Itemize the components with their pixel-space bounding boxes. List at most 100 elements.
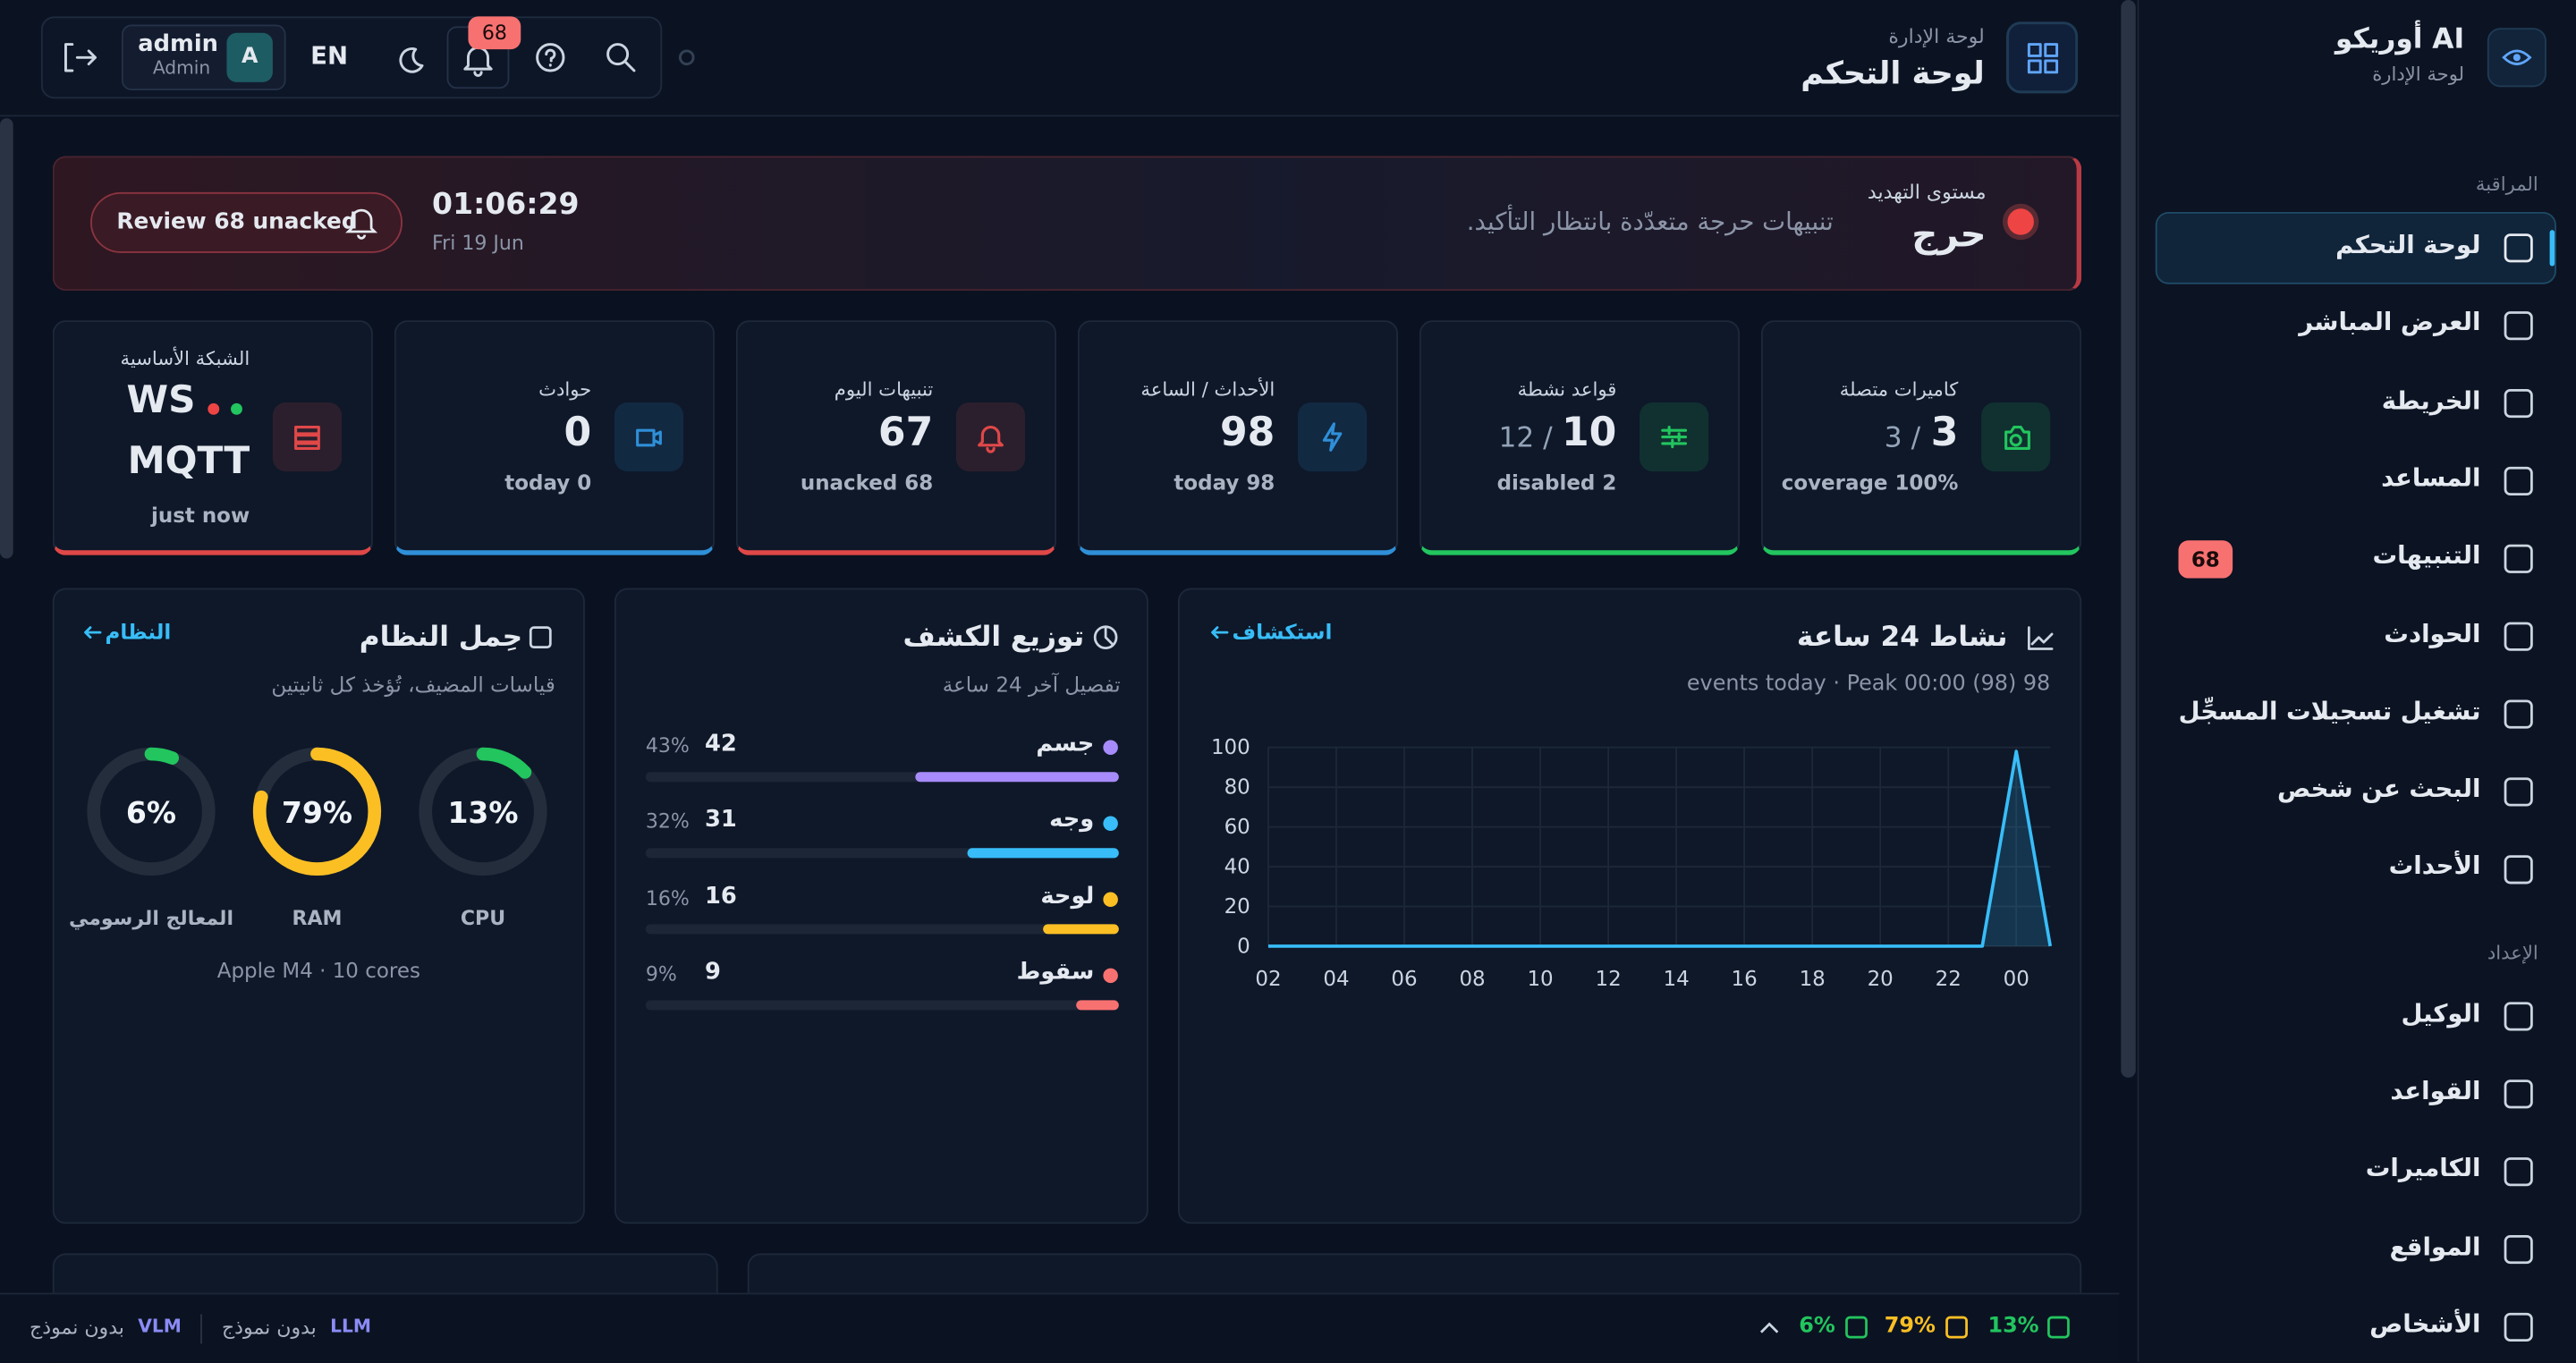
detection-percent: 9%: [645, 962, 677, 986]
nav-active: [2155, 211, 2556, 284]
footer-separator: [200, 1314, 202, 1344]
detection-count: 31: [704, 807, 737, 834]
model-name: VLM: [138, 1316, 182, 1338]
detection-name: سقوط: [1016, 959, 1095, 986]
stat-label: الأحداث / الساعة: [1140, 377, 1275, 402]
threat-label: مستوى التهديد: [1867, 181, 1987, 204]
panel-title: توزيع الكشف: [902, 621, 1085, 655]
clock-date: Fri 19 Jun: [432, 231, 524, 255]
threat-message: تنبيهات حرجة متعدّدة بانتظار التأكيد.: [1466, 207, 1834, 237]
panel-subtitle: تفصيل آخر 24 ساعة: [942, 672, 1121, 697]
stat-value: 3: [1930, 409, 1959, 455]
nav-item[interactable]: البحث عن شخص: [2277, 774, 2481, 804]
resource-value: 6%: [1799, 1314, 1835, 1339]
header-title: لوحة التحكم: [1801, 55, 1985, 92]
detection-name: لوحة: [1040, 883, 1095, 910]
stat-value: 67: [877, 409, 934, 455]
stat-line: WS: [126, 379, 196, 423]
threat-level: حرج: [1911, 215, 1987, 257]
stat-icon-box: [1640, 402, 1709, 472]
panel-title: حِمل النظام: [359, 621, 523, 655]
nav-item[interactable]: المواقع: [2389, 1231, 2481, 1261]
detection-panel: [614, 588, 1148, 1224]
notification-badge: 68: [468, 16, 521, 50]
stat-total: / 12: [1498, 422, 1553, 455]
brand-subtitle: لوحة الإدارة: [2372, 62, 2465, 86]
nav-item[interactable]: تشغيل تسجيلات المسجِّل: [2178, 696, 2481, 726]
detection-percent: 43%: [645, 734, 690, 758]
stat-label: كاميرات متصلة: [1839, 377, 1959, 402]
nav-item[interactable]: التنبيهات: [2372, 540, 2481, 571]
nav-item[interactable]: لوحة التحكم: [2335, 230, 2481, 260]
stat-icon-box: [955, 402, 1026, 472]
system-panel: [52, 588, 585, 1224]
nav-badge: 68: [2178, 540, 2233, 579]
header-subtitle: لوحة الإدارة: [1888, 24, 1985, 48]
stat-label: الشبكة الأساسية: [120, 346, 250, 370]
stat-value: 98: [1219, 409, 1275, 455]
model-name: LLM: [330, 1316, 372, 1338]
detection-percent: 16%: [645, 886, 690, 910]
detection-percent: 32%: [645, 810, 690, 834]
resource-value: 79%: [1884, 1314, 1936, 1339]
detection-name: وجه: [1049, 807, 1095, 834]
avatar: A: [226, 32, 273, 82]
section-title: المراقبة: [2475, 172, 2538, 196]
stat-detail: disabled 2: [1496, 470, 1617, 495]
nav-item[interactable]: الخريطة: [2381, 385, 2481, 415]
nav-item[interactable]: الوكيل: [2401, 998, 2481, 1029]
stat-detail: coverage 100%: [1781, 470, 1959, 495]
nav-item[interactable]: الأحداث: [2388, 851, 2481, 882]
user-role: Admin: [152, 57, 211, 80]
stat-detail: just now: [150, 503, 250, 528]
stat-icon-box: [272, 402, 343, 472]
brand-icon: [2487, 28, 2546, 88]
nav-item[interactable]: الحوادث: [2384, 618, 2481, 648]
user-name: admin: [138, 30, 218, 58]
panel-link[interactable]: استكشاف: [1232, 619, 1333, 644]
panel-subtitle: قياسات المضيف، تُؤخذ كل ثانيتين: [271, 672, 555, 697]
side-scrollbar[interactable]: [0, 118, 13, 559]
panel-title: نشاط 24 ساعة: [1796, 621, 2008, 655]
stat-icon-box: [1981, 402, 2051, 472]
stat-value: 10: [1561, 409, 1617, 455]
panel-link[interactable]: النظام: [105, 619, 172, 644]
stat-line: MQTT: [127, 440, 250, 483]
nav-item[interactable]: الأشخاص: [2369, 1308, 2481, 1339]
stat-icon-box: [614, 402, 684, 472]
stat-card: [1077, 320, 1399, 555]
brand: أوريكو AI: [2334, 22, 2465, 56]
model-status: بدون نموذج: [30, 1316, 124, 1339]
stat-detail: today 98: [1174, 470, 1275, 495]
main-scrollbar[interactable]: [2121, 0, 2136, 1078]
stat-detail: today 0: [504, 470, 592, 495]
stat-detail: unacked 68: [800, 470, 934, 495]
nav-item[interactable]: العرض المباشر: [2299, 308, 2481, 338]
detection-count: 9: [704, 959, 721, 986]
nav-item[interactable]: الكاميرات: [2365, 1153, 2481, 1183]
stat-label: تنبيهات اليوم: [834, 377, 934, 402]
panel-summary: events today · Peak 00:00 (98) 98: [1686, 672, 2051, 697]
sidebar: [2137, 0, 2576, 1362]
nav-active-bar: [2549, 230, 2555, 267]
review-button-text: Review 68 unacked: [116, 208, 358, 235]
stat-total: / 3: [1884, 422, 1921, 455]
detection-name: جسم: [1036, 731, 1095, 758]
stat-icon-box: [1298, 402, 1368, 472]
resource-value: 13%: [1987, 1314, 2039, 1339]
threat-dot: [2002, 203, 2039, 241]
nav-item[interactable]: المساعد: [2381, 462, 2481, 493]
section-title: الإعداد: [2487, 940, 2538, 964]
language-toggle[interactable]: EN: [310, 40, 349, 71]
stat-label: قواعد نشطة: [1517, 377, 1617, 402]
nav-item[interactable]: القواعد: [2390, 1076, 2481, 1106]
clock-time: 01:06:29: [432, 187, 580, 222]
detection-count: 16: [704, 883, 737, 910]
hardware-info: Apple M4 · 10 cores: [216, 957, 420, 983]
detection-count: 42: [704, 731, 737, 758]
model-status: بدون نموذج: [221, 1316, 317, 1339]
stat-label: حوادث: [538, 377, 592, 402]
